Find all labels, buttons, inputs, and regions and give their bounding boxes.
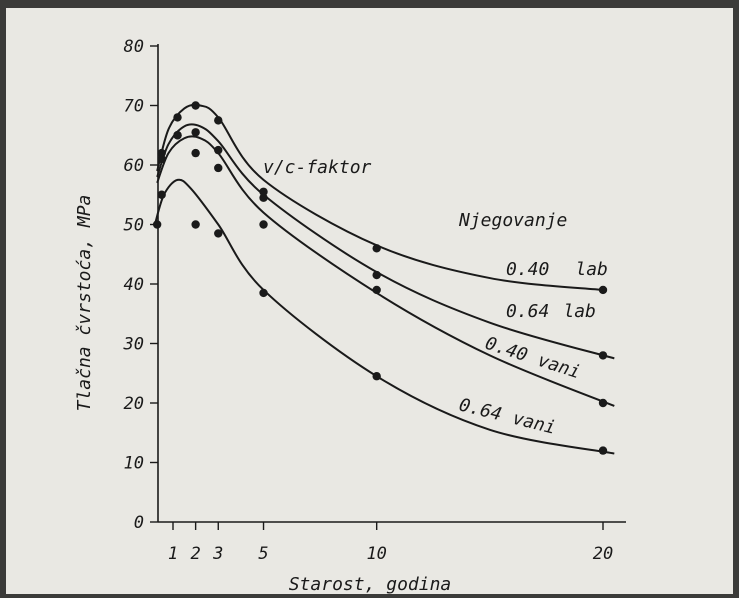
y-tick-label-10: 10 — [124, 454, 144, 474]
point-series-2-6 — [599, 399, 607, 407]
x-tick-label-20: 20 — [593, 544, 613, 564]
point-series-0-6 — [599, 286, 607, 294]
curve-series-1 — [157, 124, 614, 358]
point-series-1-0 — [157, 155, 165, 163]
series-label-040-lab: 0.40 lab — [506, 259, 608, 280]
y-axis-title: Tlačna čvrstoća, MPa — [74, 195, 95, 412]
y-tick-label-40: 40 — [124, 275, 144, 295]
series-label-064-lab: 0.64 lab — [506, 301, 596, 322]
x-tick-label-2: 2 — [191, 544, 201, 564]
curing-annotation: Njegovanje — [458, 210, 567, 231]
point-series-0-1 — [173, 113, 181, 121]
y-tick-label-60: 60 — [124, 156, 144, 176]
series-label-064-vani: 0.64 vani — [457, 394, 558, 438]
point-series-2-0 — [157, 191, 165, 199]
point-series-2-4 — [259, 220, 267, 228]
point-series-1-5 — [372, 271, 380, 279]
factor-annotation: v/c-faktor — [263, 157, 372, 178]
point-series-2-5 — [372, 286, 380, 294]
y-tick-label-0: 0 — [134, 513, 144, 533]
point-series-1-4 — [259, 194, 267, 202]
x-tick-label-3: 3 — [212, 544, 223, 564]
y-tick-label-30: 30 — [123, 335, 144, 355]
point-series-1-6 — [599, 351, 607, 359]
point-series-3-1 — [191, 220, 199, 228]
point-series-0-3 — [214, 116, 222, 124]
point-series-0-2 — [191, 101, 199, 109]
point-series-2-1 — [173, 131, 181, 139]
point-series-2-2 — [191, 149, 199, 157]
x-axis-title: Starost, godina — [289, 574, 452, 594]
x-tick-label-10: 10 — [366, 544, 386, 564]
line-chart: 0 10 20 30 40 50 60 70 80 1 2 3 5 10 20 Tlačna čvrstoć… — [6, 8, 733, 594]
point-series-3-3 — [259, 289, 267, 297]
chart-frame: 0 10 20 30 40 50 60 70 80 1 2 3 5 10 20 Tlačna čvrstoć… — [6, 8, 733, 594]
point-series-3-2 — [214, 229, 222, 237]
point-series-3-0 — [153, 220, 161, 228]
point-series-0-5 — [372, 244, 380, 252]
y-tick-label-50: 50 — [124, 216, 144, 236]
series-labels: 0.40 lab 0.64 lab 0.40vani 0.64 vani — [457, 259, 608, 439]
y-tick-label-70: 70 — [124, 97, 144, 117]
y-tick-label-20: 20 — [124, 394, 144, 414]
point-series-3-5 — [599, 446, 607, 454]
point-series-1-3 — [214, 146, 222, 154]
point-series-2-3 — [214, 164, 222, 172]
axes — [158, 44, 626, 522]
x-tick-label-5: 5 — [258, 544, 268, 564]
point-series-3-4 — [372, 372, 380, 380]
x-tick-label-1: 1 — [168, 544, 178, 564]
y-tick-label-80: 80 — [124, 37, 144, 57]
point-series-1-2 — [191, 128, 199, 136]
